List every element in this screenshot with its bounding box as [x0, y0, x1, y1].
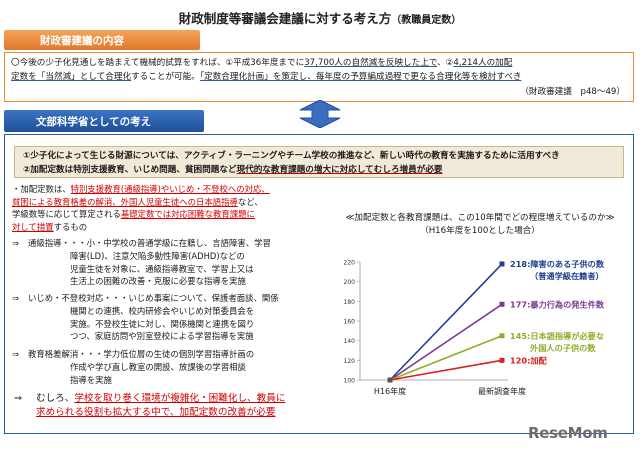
mof-section-box: 〇今後の少子化見通しを踏まえて機械的試算をすれば、①平成36年度までに37,70…: [4, 52, 634, 102]
series-line: [389, 335, 503, 381]
body-text-red: 対して措置: [12, 221, 54, 232]
series-end-point: [499, 357, 505, 363]
item-line: 実施。不登校生徒に対し、関係機関と連携を図り: [70, 318, 255, 329]
mof-text-underlined: 4,214人の加配: [453, 58, 513, 68]
list-item-tsukyu: ⇒ 通級指導・・・小・中学校の普通学級に在籍し、言語障害、学習 障害(LD)、注…: [12, 237, 312, 289]
mext-section-heading: 文部科学省としての考え: [4, 110, 204, 132]
policy-2-text: ②加配定数は特別支援教育、いじめ問題、貧困問題など: [23, 165, 237, 175]
list-item-kakusa: ⇒ 教育格差解消・・・学力低位層の生徒の個別学習指導計画の 作成や学び直し教室の…: [12, 348, 312, 388]
title-main: 財政制度等審議会建議に対する考え方: [178, 11, 392, 26]
item-text: 通級指導・・・小・中学校の普通学級に在籍し、言語障害、学習 障害(LD)、注意欠…: [28, 237, 271, 288]
item-line: つつ、家庭訪問や別室登校による学習指導を実施: [70, 331, 254, 342]
policy-box: ①少子化によって生じる財源については、アクティブ・ラーニングやチーム学校の推進な…: [14, 146, 624, 178]
chart-title: ≪加配定数と各教育課題は、この10年間でどの程度増えているのか≫: [345, 213, 615, 223]
body-text: など、: [237, 196, 263, 207]
series-label: 145:日本語指導が必要な: [510, 331, 604, 341]
mext-section-box: [4, 134, 634, 434]
body-text-red: 基礎定数では対応困難な教育課題に: [120, 209, 255, 219]
mof-text: 〇今後の少子化見通しを踏まえて機械的試算をすれば、①平成36年度までに: [11, 58, 305, 68]
item-line: 児童生徒を対象に、通級指導教室で、学習上又は: [70, 263, 254, 274]
item-line: 教育格差解消・・・学力低位層の生徒の個別学習指導計画の: [28, 349, 255, 359]
x-tick-label: 最新調査年度: [478, 386, 526, 396]
policy-1: ①少子化によって生じる財源については、アクティブ・ラーニングやチーム学校の推進な…: [23, 151, 560, 161]
series-line: [389, 263, 503, 381]
arrow-icon: ⇒: [12, 293, 20, 303]
y-tick-label: 180: [344, 299, 356, 306]
arrow-icon: ⇒: [14, 393, 23, 404]
kahai-explanation: ・加配定数は、特別支援教育(通級指導)やいじめ・不登校への対応、 貧困による教育…: [12, 183, 312, 233]
chart-title-block: ≪加配定数と各教育課題は、この10年間でどの程度増えているのか≫ （H16年度を…: [330, 212, 630, 238]
y-tick-label: 220: [344, 260, 356, 267]
item-line: いじめ・不登校対応・・・いじめ事案について、保護者面談、関係: [28, 293, 279, 303]
body-text: ・加配定数は、: [12, 184, 71, 194]
page-title: 財政制度等審議会建議に対する考え方（教職員定数）: [0, 8, 640, 27]
body-text: するもの: [53, 221, 88, 232]
item-line: 指導を実施: [70, 374, 112, 385]
series-end-point: [499, 301, 505, 307]
mof-text-underlined: 37,700人の自然減を反映した上で: [304, 58, 438, 68]
line-chart: 100 120 140 160 180 200 220 H16年度 最新調査年度 218:障害のあ…: [344, 259, 605, 396]
body-text-red: 特別支援教育(通級指導)やいじめ・不登校への対応、: [70, 184, 270, 194]
chart-subtitle: （H16年度を100とした場合）: [420, 226, 540, 236]
series-label: 120:加配: [510, 355, 548, 365]
x-tick-label: H16年度: [374, 386, 406, 396]
y-tick-label: 160: [344, 319, 356, 326]
mof-section-heading: 財政審建議の内容: [4, 30, 200, 50]
series-line: [389, 359, 503, 381]
mof-text-underlined: 「定数合理化計画」を策定し、毎年度の予算編成過程で更なる合理化等を検討すべき: [199, 72, 522, 82]
y-tick-label: 120: [344, 358, 356, 365]
item-text: 教育格差解消・・・学力低位層の生徒の個別学習指導計画の 作成や学び直し教室の開設…: [28, 348, 254, 386]
item-line: 通級指導・・・小・中学校の普通学級に在籍し、言語障害、学習: [28, 238, 271, 248]
item-line: 生活上の困難の改善・克服に必要な指導を実施: [70, 276, 246, 287]
mof-line-1: 〇今後の少子化見通しを踏まえて機械的試算をすれば、①平成36年度までに37,70…: [11, 56, 627, 70]
double-arrow-icon: [299, 100, 341, 128]
list-item-ijime: ⇒ いじめ・不登校対応・・・いじめ事案について、保護者面談、関係 機関との連携、…: [12, 292, 322, 344]
item-line: 機関との連携、校内研修会やいじめ対策委員会を: [70, 305, 255, 316]
mof-text-underlined: 定数を「当然減」として合理化: [11, 72, 132, 82]
y-tick-label: 100: [344, 378, 356, 385]
y-tick-label: 200: [344, 279, 356, 286]
policy-2: ②加配定数は特別支援教育、いじめ問題、貧困問題など現代的な教育課題の増大に対応し…: [23, 163, 615, 177]
policy-2-underlined: 現代的な教育課題の増大に対応してむしろ増員が必要: [236, 165, 443, 175]
mof-text: 、②: [437, 58, 454, 68]
item-text: いじめ・不登校対応・・・いじめ事案について、保護者面談、関係 機関との連携、校内…: [28, 292, 279, 343]
series-label-line2: 外国人の子供の数: [529, 343, 596, 353]
resemom-logo: ReseMom: [528, 424, 608, 442]
arrow-icon: ⇒: [12, 349, 20, 359]
mof-text: することが可能。: [131, 72, 200, 82]
item-line: 作成や学び直し教室の開設、放課後の学習相談: [70, 361, 246, 372]
series-end-point: [499, 261, 505, 267]
series-end-point: [499, 333, 505, 339]
series-label: 218:障害のある子供の数: [510, 259, 605, 269]
conclusion-part: むしろ、: [36, 393, 75, 404]
conclusion-text: むしろ、学校を取り巻く環境が複雑化・困難化し、教員に 求められる役割も拡大する中…: [36, 392, 332, 420]
conclusion-part-red: 求められる役割も拡大する中で、加配定数の改善が必要: [36, 407, 276, 418]
body-text: 学級数等に応じて算定される: [12, 209, 121, 219]
series-label: 177:暴力行為の発生件数: [510, 299, 605, 309]
mof-line-2: 定数を「当然減」として合理化することが可能。「定数合理化計画」を策定し、毎年度の…: [11, 70, 627, 84]
conclusion-part-red: 学校を取り巻く環境が複雑化・困難化し、教員に: [74, 393, 286, 404]
title-sub: （教職員定数）: [391, 15, 462, 26]
series-label-line2: （普通学級在籍者）: [530, 271, 604, 281]
y-tick-label: 140: [344, 338, 356, 345]
mof-reference: （財政審建議 p48～49）: [520, 87, 625, 97]
body-text-red: 貧困による教育格差の解消、外国人児童生徒への日本語指導: [12, 196, 238, 207]
item-line: 障害(LD)、注意欠陥多動性障害(ADHD)などの: [70, 250, 245, 261]
series-line: [389, 303, 503, 381]
series-start-point: [387, 377, 393, 383]
arrow-icon: ⇒: [12, 238, 20, 248]
